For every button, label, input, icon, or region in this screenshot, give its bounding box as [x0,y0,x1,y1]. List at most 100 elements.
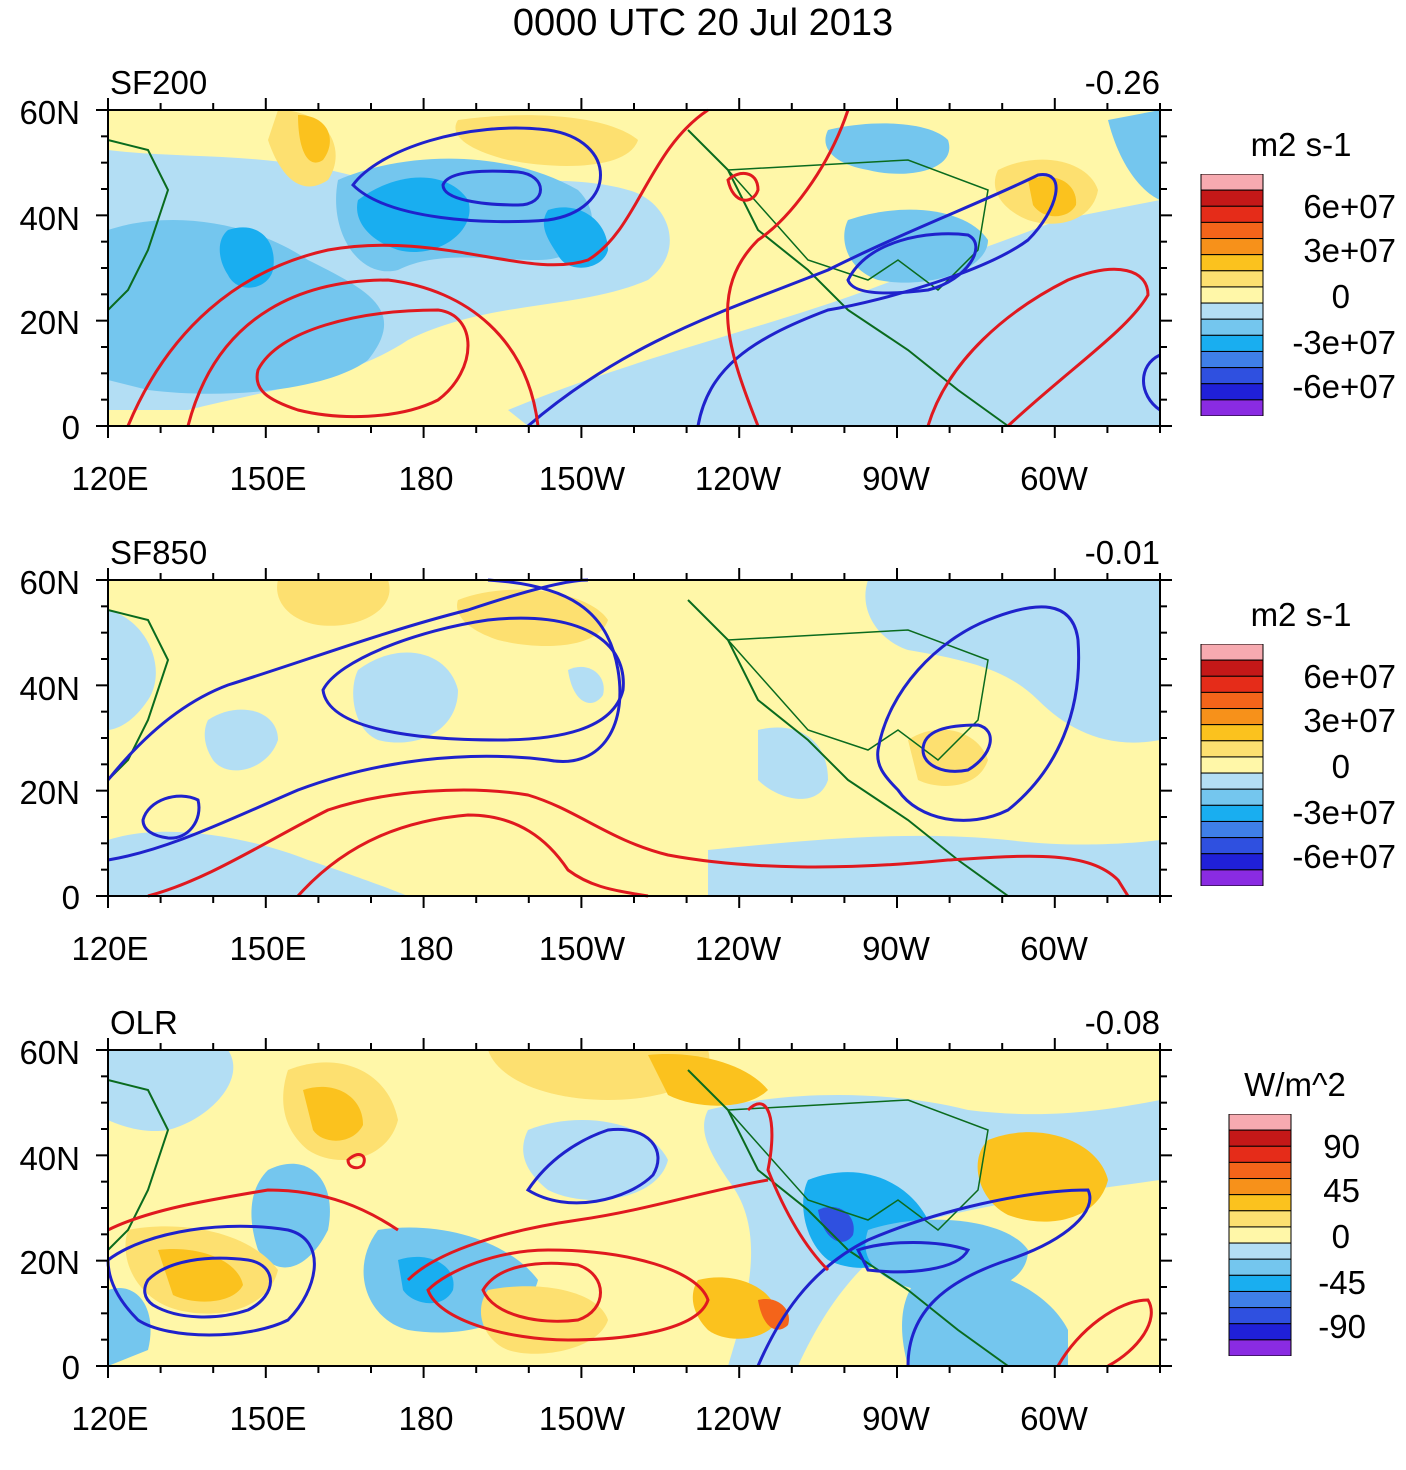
contour-negative [143,1256,272,1319]
contour-negative [107,578,622,862]
coastline [107,1079,170,1251]
lon-label: 150W [538,1400,626,1437]
contour-positive [255,308,470,419]
lat-label: 60N [19,94,80,131]
contour-negative [756,1188,1092,1367]
contour-positive [406,1178,769,1282]
contour-negative [106,1224,316,1337]
contour-positive [726,109,850,427]
contour-positive [107,1188,399,1232]
fill-negative [108,220,385,394]
lat-label: 40N [19,200,80,237]
colorbar-units: m2 s-1 [1250,596,1352,633]
fill-positive [648,1054,768,1106]
colorbar-label: 6e+07 [1303,188,1396,225]
lon-label: 60W [1020,460,1088,497]
fill-positive [277,580,390,626]
lat-label: 0 [61,409,80,446]
fill-negative [1108,110,1160,200]
fill-negative [108,831,408,896]
contour-negative [921,723,992,773]
lon-label: 150E [229,460,307,497]
lon-label: 150E [229,1400,307,1437]
contour-positive [1056,1298,1153,1368]
panel-sf850: SF850 -0.01 60N 40N 20N 0 [0,530,1406,1000]
colorbar-label: -45 [1318,1264,1366,1301]
fill-negative [108,610,156,730]
lon-label: 60W [1020,1400,1088,1437]
colorbar-units: m2 s-1 [1250,126,1352,163]
colorbar-label: -3e+07 [1292,794,1396,831]
fill-positive [303,1086,363,1141]
contour-negative [525,1127,660,1205]
fill-negative [844,209,988,283]
coastline [687,1069,1009,1367]
fill-negative [568,666,604,703]
fill-positive [298,115,330,163]
colorbar-swatches [1200,173,1264,417]
lat-label: 60N [19,564,80,601]
lat-label: 40N [19,1140,80,1177]
fill-negative [523,1120,668,1200]
contour-positive [926,267,1150,428]
contour-negative [855,1241,971,1274]
map-plot-area [96,1038,1172,1378]
lon-label: 180 [398,930,454,967]
fill-negative [108,1288,151,1366]
lon-label: 120W [694,1400,782,1437]
contour-positive [426,1248,710,1342]
panel-statistic: -0.01 [1084,534,1160,571]
contour-negative [441,169,542,207]
fill-negative [865,580,1160,743]
colorbar-label: 45 [1323,1172,1360,1209]
contour-negative [527,173,1058,428]
fill-negative [508,200,1160,426]
panel-title: SF200 [110,64,208,101]
colorbar-label: 0 [1331,748,1350,785]
contour-negative [1142,353,1161,412]
contour-positive [346,1153,366,1170]
lat-label: 20N [19,304,80,341]
lon-label: 180 [398,460,454,497]
panel-statistic: -0.08 [1084,1004,1160,1041]
us-states [726,159,989,291]
figure-title: 0000 UTC 20 Jul 2013 [512,2,894,44]
fill-positive [1028,176,1077,217]
lat-label: 60N [19,1034,80,1071]
contour-positive [147,788,1130,898]
colorbar [1200,173,1264,421]
lon-label: 90W [862,930,930,967]
coastline [687,129,1009,427]
lon-label: 90W [862,460,930,497]
contour-positive [746,1102,830,1272]
lat-label: 0 [61,879,80,916]
colorbar-label: -6e+07 [1292,838,1396,875]
olr-map [96,1038,1172,1378]
lon-label: 120E [71,460,149,497]
lat-label: 20N [19,774,80,811]
sf200-map [96,98,1172,438]
colorbar-units: W/m^2 [1244,1066,1346,1103]
lon-label: 90W [862,1400,930,1437]
colorbar-label: -6e+07 [1292,368,1396,405]
contour-positive [481,1261,602,1323]
contour-positive [296,813,649,898]
lat-label: 40N [19,670,80,707]
lon-label: 120E [71,930,149,967]
fill-negative [108,1050,234,1132]
colorbar [1228,1113,1292,1361]
coastline [107,609,170,781]
colorbar-label: -3e+07 [1292,324,1396,361]
panel-title: OLR [110,1004,178,1041]
fill-negative [204,709,278,771]
lon-label: 180 [398,1400,454,1437]
sf850-map [96,568,1172,908]
lon-label: 150E [229,930,307,967]
map-plot-area [96,568,1172,908]
colorbar-label: -90 [1318,1308,1366,1345]
lon-label: 60W [1020,930,1088,967]
fill-positive [908,729,988,786]
coastline [687,599,1009,897]
contour-negative [876,605,1081,822]
fill-negative [818,1206,854,1242]
